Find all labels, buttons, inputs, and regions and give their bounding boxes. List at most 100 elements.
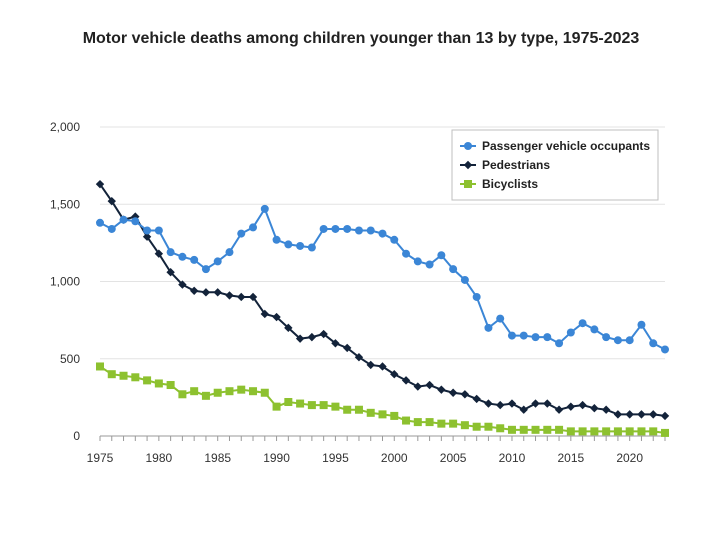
legend-item-bicyclists: Bicyclists: [460, 177, 538, 191]
data-point: [472, 422, 481, 431]
legend-marker: [463, 160, 473, 170]
data-point: [295, 334, 305, 343]
data-point: [613, 336, 622, 345]
data-point: [637, 427, 646, 436]
data-point: [225, 291, 234, 300]
data-point: [625, 336, 634, 345]
x-tick-label: 2020: [616, 451, 643, 465]
data-point: [225, 248, 234, 257]
data-point: [496, 424, 505, 433]
data-point: [96, 218, 104, 227]
data-point: [390, 235, 399, 244]
data-point: [531, 425, 540, 434]
data-point: [613, 427, 622, 436]
data-point: [119, 371, 128, 380]
data-point: [637, 410, 646, 419]
data-point: [354, 353, 364, 362]
data-point: [154, 249, 164, 258]
x-tick-label: 1995: [322, 451, 349, 465]
data-point: [213, 257, 222, 266]
data-point: [519, 331, 528, 340]
data-point: [484, 422, 493, 431]
y-tick-label: 0: [73, 429, 80, 443]
legend-label: Bicyclists: [482, 177, 538, 191]
data-point: [96, 362, 104, 371]
data-point: [213, 388, 222, 397]
data-point: [390, 370, 399, 379]
data-point: [613, 410, 623, 419]
data-point: [342, 343, 352, 353]
series-pedestrians: [95, 179, 670, 421]
data-point: [107, 224, 116, 233]
data-point: [413, 382, 423, 391]
data-point: [449, 419, 458, 428]
data-point: [649, 427, 658, 436]
data-point: [578, 427, 587, 436]
data-point: [484, 399, 493, 408]
data-point: [496, 400, 505, 410]
x-tick-label: 2015: [557, 451, 584, 465]
data-point: [366, 226, 375, 235]
data-point: [402, 249, 411, 258]
data-point: [625, 427, 634, 436]
legend-item-pedestrians: Pedestrians: [460, 158, 550, 172]
data-point: [272, 312, 281, 322]
data-point: [449, 265, 458, 274]
data-point: [413, 257, 422, 266]
data-point: [554, 405, 564, 414]
data-point: [378, 362, 387, 371]
data-point: [319, 401, 328, 410]
data-point: [472, 394, 481, 404]
legend-marker: [464, 180, 472, 188]
data-point: [107, 370, 116, 379]
data-point: [143, 226, 152, 235]
data-point: [555, 425, 564, 434]
data-point: [213, 288, 222, 297]
series-plot: [95, 179, 670, 437]
data-point: [343, 405, 352, 414]
data-point: [190, 255, 199, 264]
data-point: [531, 399, 540, 408]
data-point: [425, 260, 434, 269]
data-point: [543, 399, 552, 408]
y-tick-label: 1,000: [50, 275, 80, 289]
data-point: [543, 333, 552, 342]
data-point: [602, 427, 611, 436]
data-point: [555, 339, 564, 348]
data-point: [166, 268, 175, 277]
data-point: [248, 292, 258, 302]
series-passenger-vehicle-occupants: [96, 204, 669, 354]
data-point: [237, 229, 246, 238]
x-tick-label: 1990: [263, 451, 290, 465]
data-point: [625, 410, 634, 419]
data-point: [601, 405, 611, 414]
data-point: [249, 387, 258, 396]
data-point: [225, 387, 234, 396]
data-point: [507, 425, 516, 434]
data-point: [331, 224, 340, 233]
data-point: [460, 421, 469, 430]
data-point: [402, 416, 411, 425]
data-point: [331, 339, 340, 348]
data-point: [543, 425, 552, 434]
data-point: [637, 320, 646, 329]
data-point: [437, 385, 446, 394]
data-point: [566, 427, 575, 436]
data-point: [378, 229, 387, 238]
data-point: [319, 329, 328, 339]
data-point: [154, 379, 163, 388]
chart-title: Motor vehicle deaths among children youn…: [82, 30, 640, 47]
data-point: [131, 217, 140, 226]
data-point: [661, 428, 669, 437]
data-point: [272, 402, 281, 411]
data-point: [496, 314, 505, 323]
x-tick-label: 1980: [146, 451, 173, 465]
data-point: [296, 399, 305, 408]
data-point: [131, 373, 140, 382]
data-point: [260, 388, 269, 397]
data-point: [472, 292, 481, 301]
legend-marker: [464, 142, 472, 150]
axes: 0 500 1,000 1,500 2,000 1975 1980 1985 1990 1995 2…: [50, 120, 666, 465]
data-point: [448, 388, 458, 397]
